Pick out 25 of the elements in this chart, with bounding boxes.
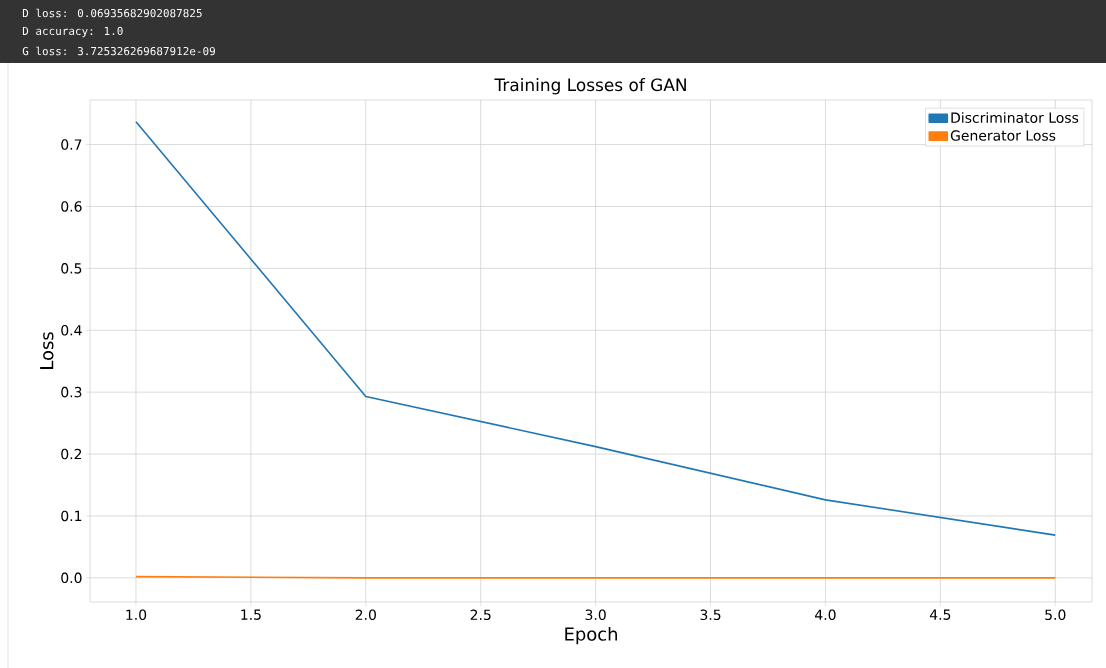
y-tick-label: 0.1 <box>61 510 82 522</box>
x-tick-label: 3.0 <box>585 609 606 621</box>
x-tick-label: 4.0 <box>815 609 836 621</box>
y-tick-label: 0.6 <box>61 201 82 212</box>
y-tick-label: 0.5 <box>61 263 82 274</box>
y-tick-label: 0.2 <box>61 448 82 460</box>
y-tick-label: 0.7 <box>61 139 82 150</box>
x-tick-label: 1.5 <box>241 609 261 620</box>
y-tick-label: 0.0 <box>61 572 82 584</box>
legend-label: Generator Loss <box>950 130 1056 141</box>
y-tick-label: 0.3 <box>61 386 82 398</box>
x-axis-title: Epoch <box>565 626 617 645</box>
text: D accuracy: 1.0 <box>22 26 123 38</box>
chart-title: Training Losses of GAN <box>494 78 686 95</box>
y-axis-title: Loss <box>40 332 54 369</box>
legend-label: Discriminator Loss <box>951 112 1079 123</box>
x-tick-label: 1.0 <box>126 609 147 621</box>
x-tick-label: 2.0 <box>355 609 376 621</box>
x-tick-label: 3.5 <box>700 609 721 621</box>
text: G loss: 3.725326269687912e-09 <box>22 46 215 56</box>
text: D loss: 0.06935682902087825 <box>22 8 202 18</box>
x-tick-label: 2.5 <box>470 609 491 621</box>
x-tick-label: 4.5 <box>929 609 951 620</box>
y-tick-label: 0.4 <box>61 324 82 336</box>
x-tick-label: 5.0 <box>1045 609 1066 621</box>
